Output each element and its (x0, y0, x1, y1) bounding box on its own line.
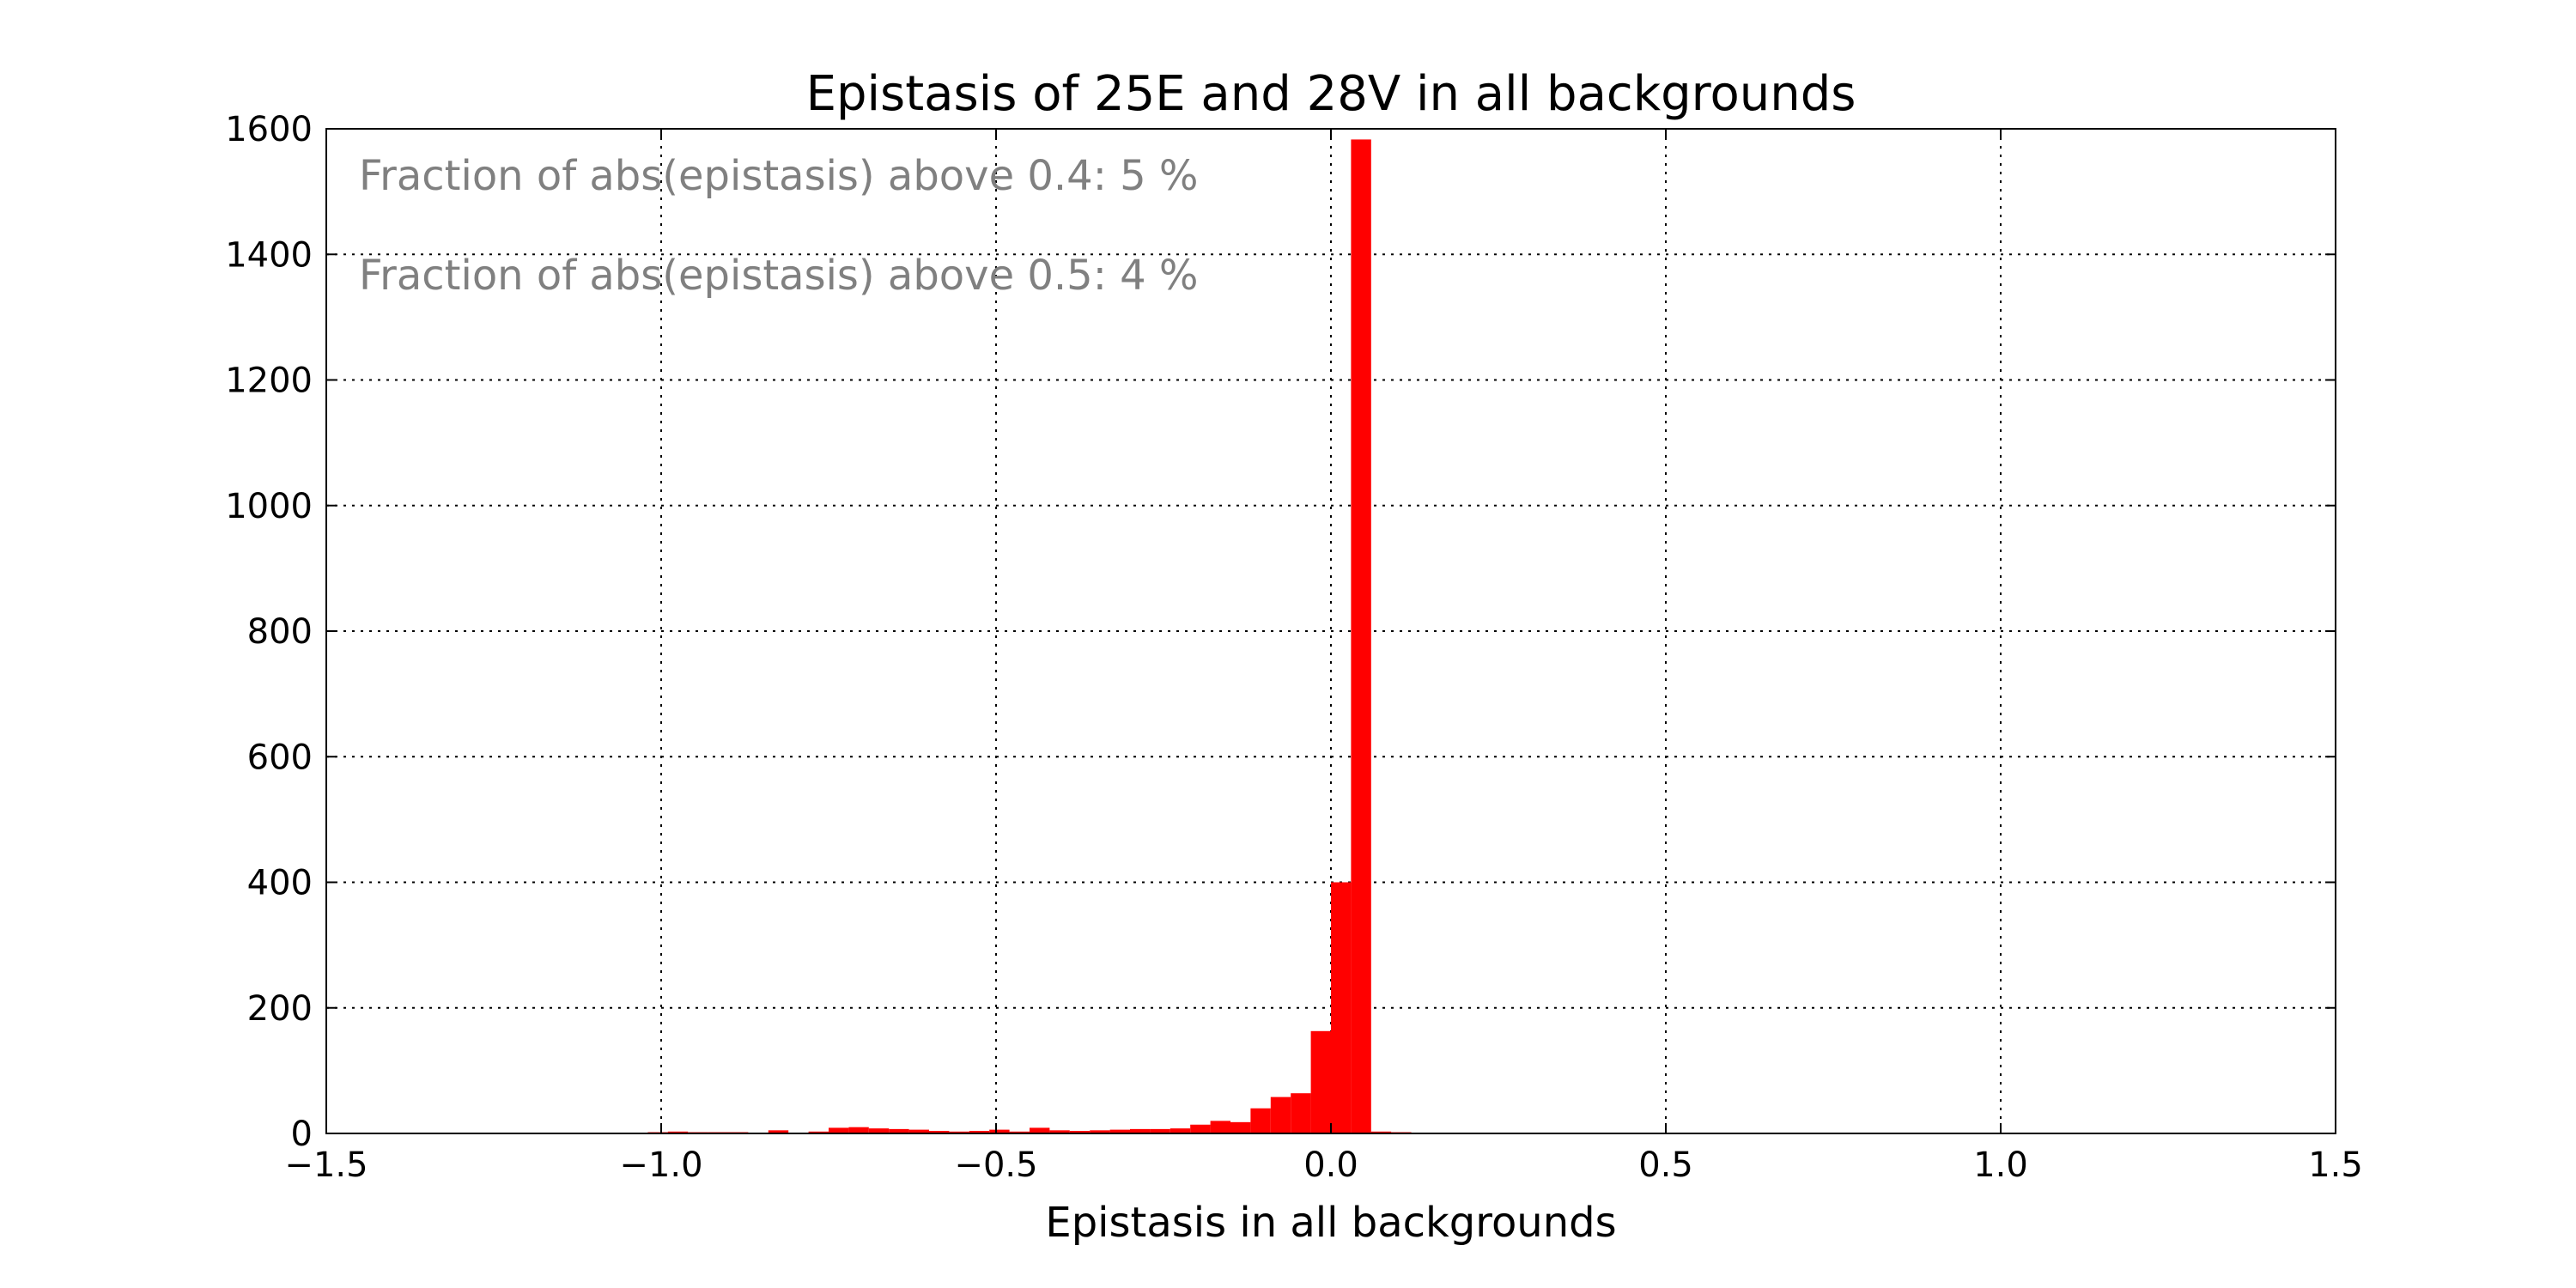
histogram-bar (1250, 1108, 1271, 1133)
x-tick-label: −1.5 (284, 1145, 368, 1185)
histogram-bar (1009, 1131, 1030, 1133)
histogram-bar (889, 1128, 909, 1133)
histogram-bar (1230, 1121, 1251, 1133)
y-tick-label: 1200 (225, 361, 313, 401)
y-tick-label: 400 (247, 864, 313, 903)
ticks-layer (325, 128, 2336, 1134)
histogram-bar (1030, 1127, 1050, 1133)
histogram-bar (1291, 1093, 1311, 1133)
histogram-bar (1170, 1128, 1191, 1133)
y-tick-label: 1600 (225, 110, 313, 149)
histogram-bar (1331, 882, 1352, 1133)
histogram-bar (808, 1131, 829, 1133)
chart-title: Epistasis of 25E and 28V in all backgrou… (806, 66, 1856, 122)
y-tick-label: 800 (247, 612, 313, 652)
x-tick-label: −1.0 (619, 1145, 702, 1185)
histogram-bar (829, 1127, 849, 1133)
tick-labels-layer: −1.5 −1.0 −0.5 0.0 0.5 1.0 1.5 0 200 400 600 800 100… (225, 110, 2363, 1185)
y-tick-label: 600 (247, 738, 313, 777)
x-axis-label: Epistasis in all backgrounds (1045, 1199, 1616, 1247)
histogram-bar (949, 1131, 969, 1133)
histogram-bar (908, 1129, 929, 1133)
y-tick-label: 1400 (225, 235, 313, 275)
histogram-bar (1090, 1130, 1110, 1133)
histogram-bar (1370, 1131, 1392, 1133)
histogram-bar (768, 1130, 789, 1133)
annotation-fraction-above-0-5: Fraction of abs(epistasis) above 0.5: 4 … (359, 252, 1199, 300)
x-tick-label: 0.0 (1303, 1145, 1358, 1185)
histogram-bar (989, 1129, 1010, 1133)
y-tick-label: 0 (291, 1115, 313, 1154)
annotation-fraction-above-0-4: Fraction of abs(epistasis) above 0.4: 5 … (359, 152, 1199, 200)
histogram-bar (1150, 1128, 1170, 1133)
histogram-bar (1270, 1097, 1291, 1133)
bars-layer (647, 139, 1412, 1133)
x-tick-label: 1.0 (1973, 1145, 2028, 1185)
histogram-bar (969, 1131, 990, 1133)
x-tick-label: −0.5 (954, 1145, 1037, 1185)
histogram-bar (667, 1131, 689, 1133)
y-tick-label: 200 (247, 989, 313, 1029)
histogram-bar (1190, 1124, 1211, 1133)
x-tick-label: 1.5 (2308, 1145, 2363, 1185)
histogram-bar (1069, 1131, 1091, 1133)
histogram-bar (1130, 1128, 1151, 1133)
histogram-bar (1210, 1121, 1230, 1133)
histogram-bar (848, 1127, 869, 1133)
histogram-bar (1310, 1030, 1331, 1133)
histogram-bar (929, 1131, 950, 1133)
histogram-bar (1109, 1129, 1130, 1133)
y-tick-label: 1000 (225, 487, 313, 526)
x-tick-label: 0.5 (1638, 1145, 1693, 1185)
histogram-bar (1049, 1130, 1070, 1133)
histogram-bar (868, 1128, 890, 1133)
histogram-bar (1351, 139, 1371, 1133)
